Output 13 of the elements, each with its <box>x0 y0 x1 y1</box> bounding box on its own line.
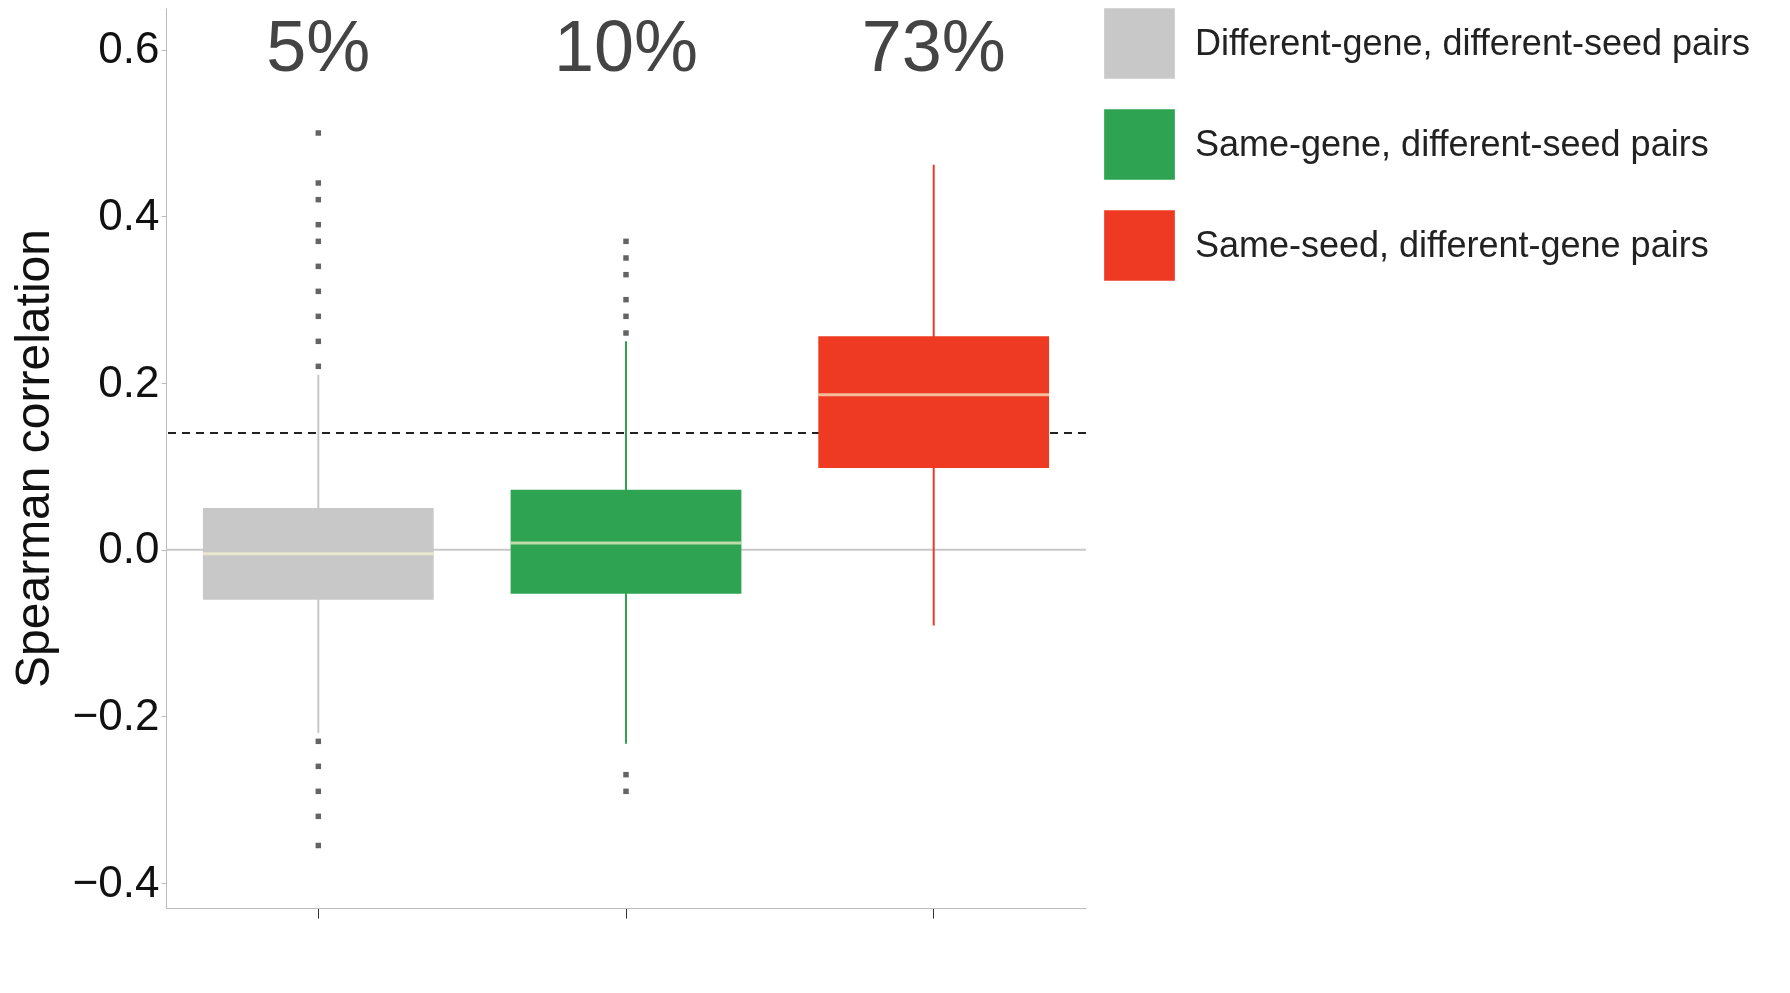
legend-label: Same-seed, different-gene pairs <box>1195 223 1709 265</box>
legend-label: Different-gene, different-seed pairs <box>1195 21 1750 63</box>
y-tick-label: 0.2 <box>98 356 160 406</box>
y-tick-label: −0.2 <box>72 689 160 739</box>
y-axis-title: Spearman correlation <box>5 229 59 688</box>
annotation: 73% <box>861 5 1006 86</box>
legend-label: Same-gene, different-seed pairs <box>1195 122 1709 164</box>
annotation: 10% <box>553 5 699 86</box>
annotation: 5% <box>266 5 371 86</box>
y-tick-label: 0.4 <box>98 189 160 239</box>
y-tick-label: 0.6 <box>98 23 160 73</box>
y-tick-label: 0.0 <box>98 523 160 573</box>
y-tick-label: −0.4 <box>72 856 160 906</box>
